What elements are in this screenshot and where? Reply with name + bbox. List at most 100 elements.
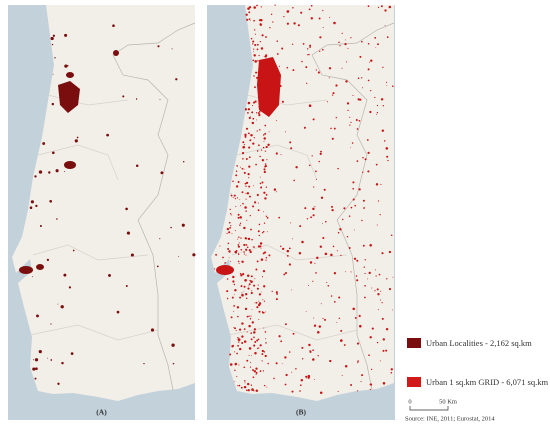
urban-dot xyxy=(291,371,293,373)
urban-dot xyxy=(270,13,273,15)
urban-dot xyxy=(335,84,338,87)
urban-dot xyxy=(320,303,322,305)
urban-dot xyxy=(228,250,231,253)
urban-dot xyxy=(238,364,240,366)
urban-dot xyxy=(60,305,64,309)
panel-label: (A) xyxy=(96,408,107,417)
urban-dot xyxy=(315,69,318,71)
urban-dot xyxy=(258,18,262,22)
urban-dot xyxy=(307,54,309,56)
urban-dot xyxy=(337,231,340,234)
urban-dot xyxy=(229,227,231,229)
urban-dot xyxy=(244,206,247,209)
urban-dot xyxy=(361,40,363,43)
urban-dot xyxy=(322,317,324,320)
urban-dot xyxy=(350,384,353,386)
urban-dot xyxy=(245,210,247,212)
urban-dot xyxy=(215,253,218,256)
urban-dot xyxy=(253,284,256,287)
urban-dot xyxy=(250,291,253,295)
urban-dot xyxy=(236,352,238,355)
urban-dot xyxy=(376,104,379,107)
urban-dot xyxy=(236,165,238,167)
urban-dot xyxy=(390,371,393,374)
urban-dot xyxy=(250,37,253,40)
urban-dot xyxy=(364,272,366,275)
urban-dot xyxy=(254,33,256,35)
urban-dot xyxy=(330,253,333,257)
urban-dot xyxy=(235,251,237,254)
urban-dot xyxy=(237,315,239,318)
urban-dot xyxy=(245,13,248,16)
panel-a: (A) xyxy=(8,5,196,420)
urban-dot xyxy=(369,61,371,63)
urban-dot xyxy=(274,4,276,6)
urban-dot xyxy=(234,369,236,372)
urban-dot xyxy=(171,48,173,50)
urban-dot xyxy=(243,340,247,343)
urban-dot xyxy=(348,215,351,217)
urban-dot xyxy=(227,242,230,245)
urban-dot xyxy=(244,382,246,384)
urban-dot xyxy=(227,248,230,250)
urban-dot xyxy=(262,230,265,233)
urban-dot xyxy=(349,124,351,126)
urban-dot xyxy=(250,139,252,141)
urban-dot xyxy=(239,224,241,226)
urban-dot xyxy=(258,223,261,226)
urban-dot xyxy=(235,330,237,332)
urban-dot xyxy=(62,96,65,99)
urban-dot xyxy=(238,252,239,254)
urban-dot xyxy=(34,358,39,362)
urban-dot xyxy=(235,170,238,172)
urban-dot xyxy=(367,170,370,173)
urban-dot xyxy=(359,98,362,101)
urban-dot xyxy=(238,236,240,238)
urban-dot xyxy=(264,354,267,358)
urban-dot xyxy=(381,129,385,132)
urban-dot xyxy=(290,147,293,150)
urban-dot xyxy=(347,47,349,49)
urban-dot xyxy=(363,266,365,268)
urban-dot xyxy=(248,347,252,350)
urban-dot xyxy=(374,269,376,271)
urban-dot xyxy=(241,167,244,170)
urban-dot xyxy=(350,271,352,273)
urban-dot xyxy=(263,300,266,302)
urban-dot xyxy=(265,259,267,261)
urban-dot xyxy=(244,182,247,185)
urban-dot xyxy=(251,309,253,311)
urban-dot xyxy=(255,163,257,166)
urban-dot xyxy=(233,293,235,295)
urban-dot xyxy=(233,283,236,286)
urban-dot xyxy=(252,376,255,379)
urban-dot xyxy=(261,64,265,67)
urban-dot xyxy=(345,61,348,63)
urban-dot xyxy=(347,109,349,112)
urban-dot xyxy=(313,317,315,319)
urban-dot xyxy=(243,144,245,146)
urban-dot xyxy=(32,276,33,278)
urban-dot xyxy=(247,112,249,114)
urban-dot xyxy=(214,268,216,270)
urban-dot xyxy=(35,204,38,208)
urban-dot xyxy=(309,350,311,352)
urban-dot xyxy=(359,324,362,328)
urban-dot xyxy=(367,278,369,280)
urban-dot xyxy=(247,101,251,105)
urban-dot xyxy=(291,43,294,45)
urban-dot xyxy=(240,205,242,207)
urban-dot xyxy=(319,152,322,156)
urban-dot xyxy=(351,142,354,144)
urban-dot xyxy=(112,24,115,28)
urban-dot xyxy=(253,75,255,77)
urban-dot xyxy=(292,6,294,9)
urban-dot xyxy=(370,59,373,62)
urban-dot xyxy=(235,174,238,177)
urban-dot xyxy=(271,290,273,293)
urban-dot xyxy=(246,192,250,195)
urban-dot xyxy=(308,285,309,286)
urban-dot xyxy=(301,346,304,349)
urban-dot xyxy=(366,139,369,141)
urban-dot xyxy=(305,311,307,312)
